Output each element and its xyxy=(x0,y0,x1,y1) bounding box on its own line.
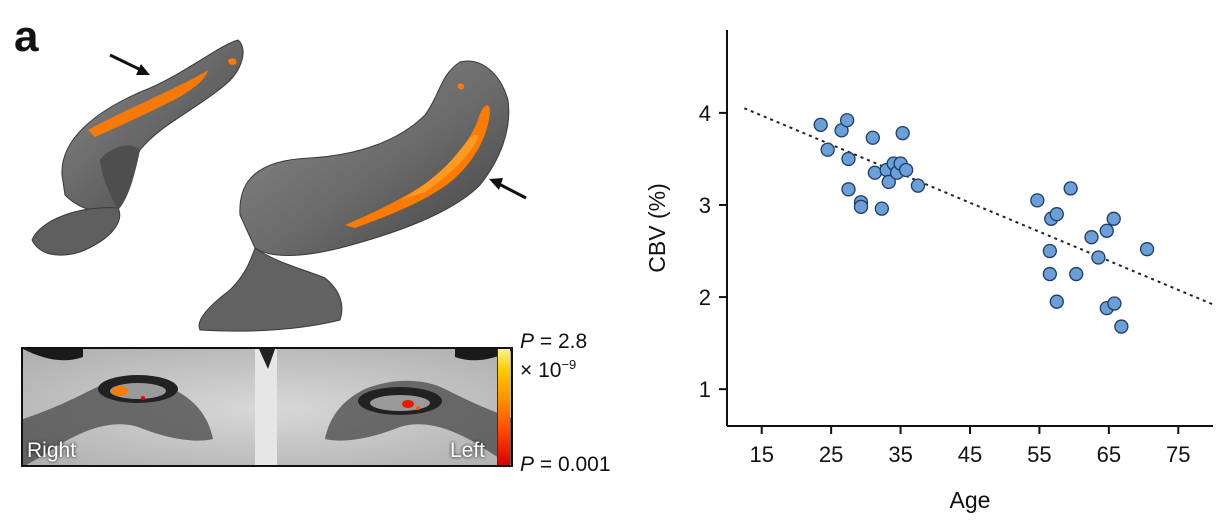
data-point xyxy=(1107,296,1122,311)
trend-line xyxy=(743,107,1214,306)
data-point xyxy=(839,113,855,128)
colorbar-top-label: P = 2.8 xyxy=(520,330,588,353)
data-point xyxy=(910,178,926,193)
data-point xyxy=(865,130,880,145)
coronal-slice-image: Right Left xyxy=(21,347,513,467)
data-point xyxy=(853,199,869,214)
activation-blob xyxy=(345,105,490,228)
data-point xyxy=(1049,294,1064,309)
data-point xyxy=(1099,223,1114,238)
data-point xyxy=(898,162,914,178)
x-axis-label: Age xyxy=(950,487,991,513)
x-tick-label: 25 xyxy=(819,442,843,467)
x-tick-label: 35 xyxy=(888,442,912,467)
data-point xyxy=(1084,230,1099,245)
x-tick-label: 45 xyxy=(958,442,982,467)
x-tick-label: 75 xyxy=(1166,442,1190,467)
x-tick-label: 65 xyxy=(1097,442,1121,467)
data-point xyxy=(1106,211,1121,226)
hippocampus-surfaces xyxy=(31,39,527,332)
data-point xyxy=(1042,266,1057,282)
data-point xyxy=(1063,181,1078,196)
y-axis-label: CBV (%) xyxy=(644,183,670,272)
data-point xyxy=(895,125,910,141)
data-point xyxy=(841,182,856,197)
x-tick-label: 55 xyxy=(1027,442,1051,467)
data-point xyxy=(874,201,889,216)
x-tick-label: 15 xyxy=(749,442,773,467)
data-point xyxy=(820,142,835,157)
data-point xyxy=(813,117,828,133)
data-point xyxy=(881,174,896,190)
slice-label-right: Right xyxy=(27,439,77,462)
arrow-icon xyxy=(489,178,527,200)
y-tick-label: 2 xyxy=(699,285,711,310)
y-tick-label: 3 xyxy=(699,193,711,218)
slice-label-left: Left xyxy=(449,439,485,462)
y-tick-label: 4 xyxy=(699,101,711,126)
colorbar-bottom-label: P = 0.001 xyxy=(520,453,611,476)
data-point xyxy=(1042,243,1057,259)
mri-slice xyxy=(23,349,511,465)
data-point xyxy=(1114,319,1129,334)
data-point xyxy=(1030,193,1045,208)
data-point xyxy=(1139,242,1155,257)
data-point xyxy=(1091,250,1106,265)
right-hippocampus-surface xyxy=(31,39,244,256)
data-point xyxy=(841,151,856,167)
colorbar-top-exponent: × 10−9 xyxy=(520,357,577,382)
panel-label: a xyxy=(14,12,39,61)
data-point xyxy=(1069,266,1084,282)
y-tick-label: 1 xyxy=(699,377,711,402)
arrow-icon xyxy=(109,53,150,75)
left-hippocampus-surface xyxy=(198,60,510,332)
activation-blob xyxy=(88,70,208,137)
data-point xyxy=(1049,207,1064,222)
data-point xyxy=(867,165,883,180)
p-value-colorbar xyxy=(497,349,510,465)
